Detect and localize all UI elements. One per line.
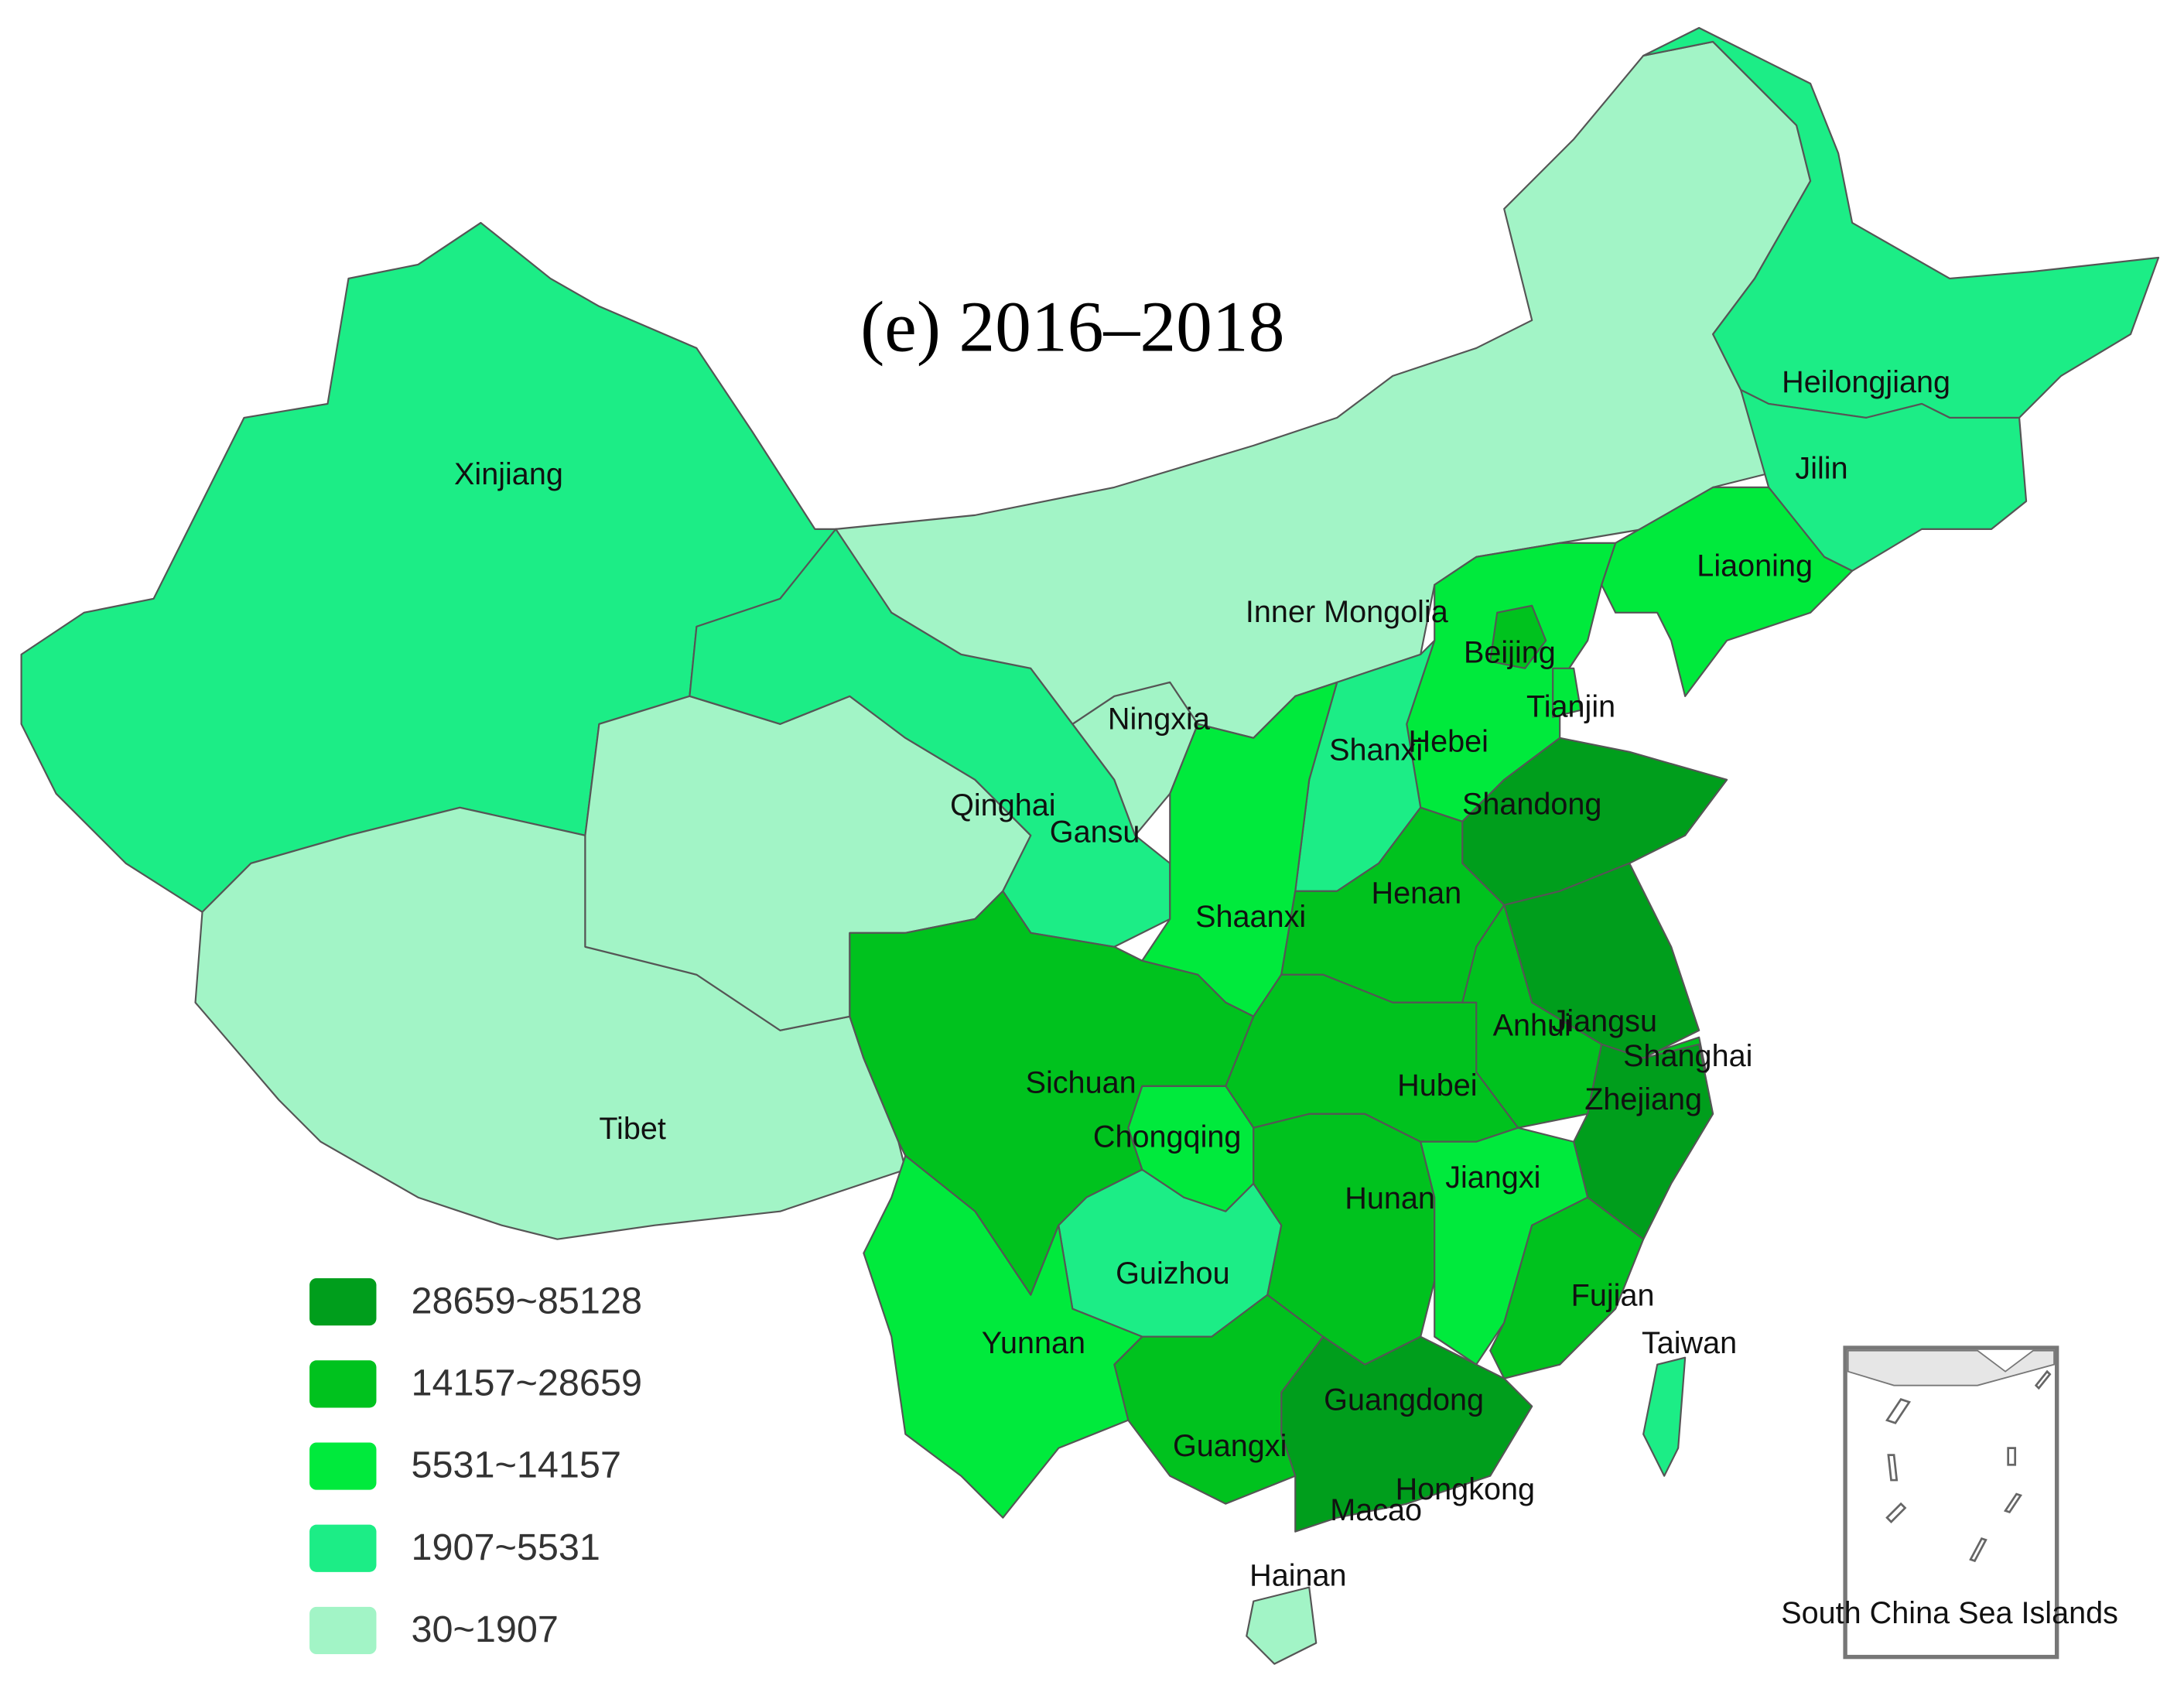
province-label: Zhejiang <box>1584 1082 1702 1116</box>
province-label: Hebei <box>1409 724 1488 758</box>
inset: South China Sea Islands <box>1781 1345 2118 1660</box>
province-label: Jilin <box>1795 452 1847 486</box>
province-label: Shanghai <box>1623 1039 1752 1073</box>
province-shape <box>1489 604 1547 669</box>
province-label: Jiangsu <box>1552 1004 1657 1038</box>
province-label: Beijing <box>1464 635 1556 669</box>
province-label: Macao <box>1330 1493 1422 1527</box>
legend-swatch <box>309 1524 377 1572</box>
province-shape <box>835 40 1812 739</box>
province-shape <box>849 890 1255 1296</box>
province-label: Chongqing <box>1093 1120 1241 1154</box>
province-shape <box>863 1154 1143 1519</box>
province-label: Shanxi <box>1329 733 1423 767</box>
legend-swatch <box>309 1606 377 1655</box>
province-label: Jiangxi <box>1445 1161 1540 1195</box>
province-shape <box>1489 1196 1645 1379</box>
legend-swatch <box>309 1442 377 1490</box>
province-shape <box>1601 486 1854 697</box>
province-label: Gansu <box>1050 815 1140 849</box>
province-label: Guangdong <box>1324 1383 1484 1417</box>
province-label: Ningxia <box>1108 703 1211 737</box>
province-label: Guangxi <box>1173 1429 1287 1463</box>
province-label: Hunan <box>1345 1181 1435 1215</box>
provinces <box>20 26 2160 1665</box>
province-label: Sichuan <box>1026 1065 1136 1099</box>
legend-swatch <box>309 1278 377 1326</box>
province-label: Guizhou <box>1116 1256 1229 1291</box>
province-label: Hongkong <box>1396 1472 1535 1506</box>
province-label: Fujian <box>1571 1279 1655 1313</box>
legend-label: 5531~14157 <box>411 1444 621 1486</box>
inset-label: South China Sea Islands <box>1781 1596 2118 1630</box>
province-shape <box>1642 1356 1687 1477</box>
province-label: Henan <box>1372 877 1462 911</box>
province-label: Anhui <box>1493 1009 1571 1043</box>
province-label: Hainan <box>1249 1558 1346 1592</box>
legend-label: 28659~85128 <box>411 1280 642 1321</box>
province-label: Shaanxi <box>1195 900 1306 934</box>
province-label: Inner Mongolia <box>1246 595 1449 629</box>
inset-frame <box>1843 1345 2059 1660</box>
province-label: Yunnan <box>982 1326 1085 1360</box>
province-label: Hubei <box>1397 1068 1477 1103</box>
legend-label: 14157~28659 <box>411 1362 642 1403</box>
province-label: Liaoning <box>1697 549 1813 583</box>
inset-islands <box>1885 1369 2052 1563</box>
legend-label: 1907~5531 <box>411 1526 600 1568</box>
legend-swatch <box>309 1360 377 1408</box>
province-shape <box>1552 667 1582 718</box>
province-label: Qinghai <box>950 788 1055 822</box>
province-label: Xinjiang <box>454 457 563 491</box>
province-label: Shandong <box>1462 787 1601 821</box>
legend: 28659~85128 14157~28659 5531~14157 1907~553… <box>309 1278 642 1655</box>
province-label: Tianjin <box>1526 689 1615 723</box>
province-label: Tibet <box>599 1112 666 1146</box>
map-title: (e) 2016–2018 <box>860 287 1284 367</box>
province-label: Taiwan <box>1642 1326 1737 1360</box>
inset-coast <box>1847 1349 2055 1386</box>
province-shape <box>1246 1586 1318 1665</box>
legend-label: 30~1907 <box>411 1608 558 1650</box>
province-label: Heilongjiang <box>1782 365 1950 399</box>
